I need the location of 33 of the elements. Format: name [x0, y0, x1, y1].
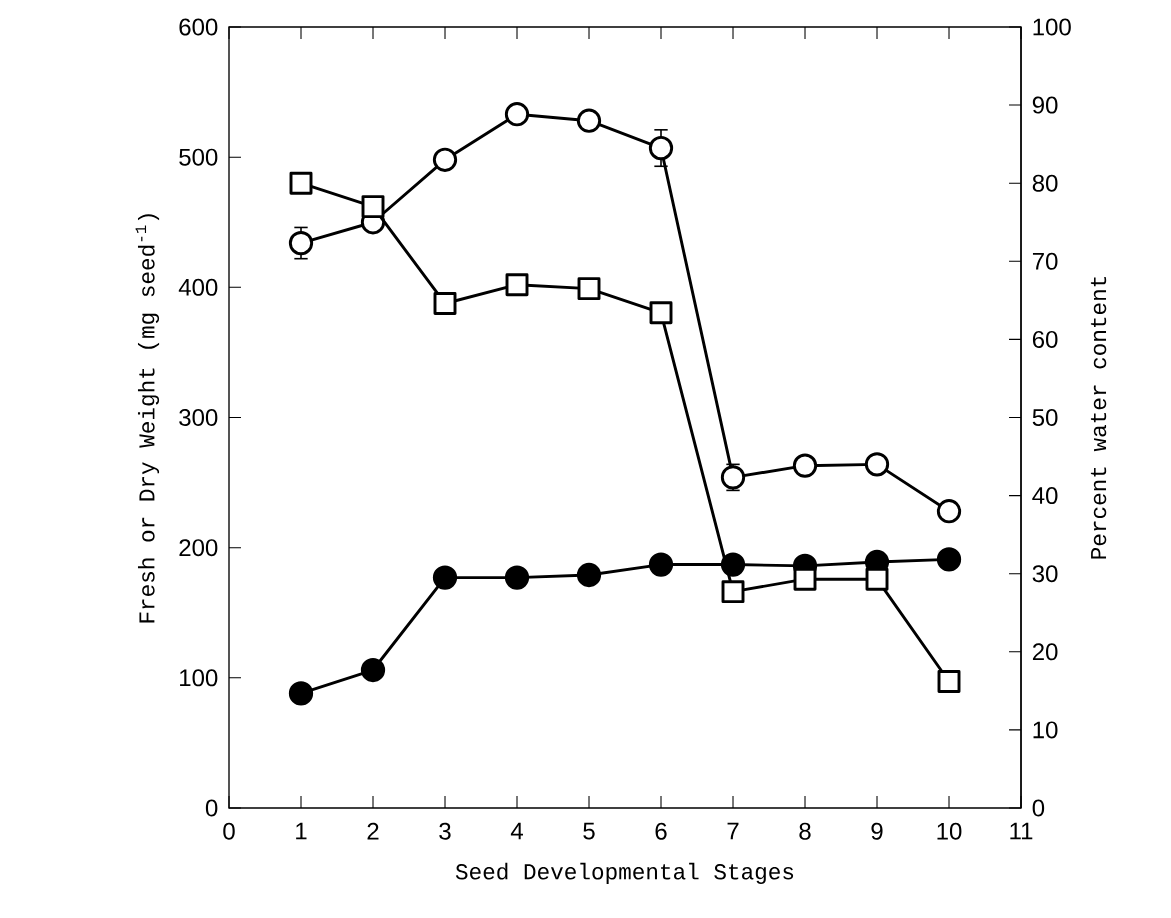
y2-tick-label: 10 — [1033, 721, 1058, 739]
y2-tick-label: 60 — [1032, 330, 1058, 348]
x-tick-label: 5 — [583, 822, 595, 840]
x-axis-title: Seed Developmental Stages — [455, 862, 794, 884]
x-tick-label: 8 — [799, 822, 811, 840]
y-tick-label: 200 — [179, 539, 218, 557]
y2-tick-label: 50 — [1032, 408, 1058, 426]
x-tick-label: 10 — [937, 822, 962, 840]
y2-axis-title: Percent water content — [1090, 277, 1107, 559]
y-tick-label: 600 — [179, 18, 218, 36]
y-tick-label: 500 — [179, 148, 218, 166]
x-tick-label: 4 — [510, 822, 523, 840]
x-tick-label: 6 — [655, 822, 667, 840]
y-axis-title: Fresh or Dry Weight (mg seed$^{-1}$) — [135, 214, 160, 623]
x-tick-label: 9 — [871, 822, 883, 840]
y2-tick-label: 20 — [1032, 643, 1058, 661]
y2-tick-label: 100 — [1033, 18, 1071, 36]
y2-tick-label: 40 — [1032, 487, 1058, 505]
y-tick-label: 0 — [205, 799, 218, 817]
y2-tick-label: 80 — [1032, 174, 1058, 192]
x-tick-label: 11 — [1010, 822, 1033, 840]
y-tick-label: 100 — [180, 669, 218, 687]
x-tick-label: 0 — [223, 822, 235, 840]
x-tick-label: 3 — [439, 822, 451, 840]
y-tick-label: 400 — [178, 278, 218, 296]
y-tick-label: 300 — [179, 408, 218, 426]
x-tick-label: 2 — [367, 822, 379, 840]
x-tick-label: 1 — [296, 822, 307, 840]
y2-tick-label: 90 — [1032, 96, 1058, 114]
y2-tick-label: 30 — [1032, 565, 1058, 583]
x-tick-label: 7 — [727, 822, 739, 840]
y2-tick-label: 0 — [1032, 799, 1045, 817]
y2-tick-label: 70 — [1032, 252, 1058, 270]
